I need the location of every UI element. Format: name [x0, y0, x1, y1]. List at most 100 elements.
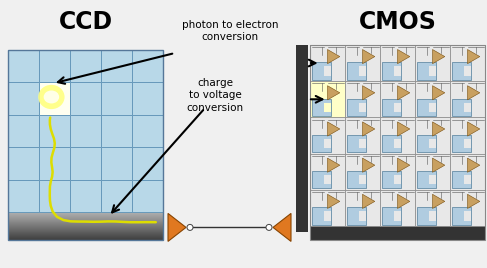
Bar — [310, 117, 345, 154]
Polygon shape — [397, 122, 410, 136]
Bar — [310, 81, 345, 117]
Bar — [464, 175, 471, 184]
Bar — [39, 82, 70, 115]
Bar — [132, 115, 163, 147]
Bar — [380, 190, 415, 226]
Bar — [345, 117, 380, 154]
Bar — [345, 190, 380, 226]
Bar — [345, 81, 380, 117]
Bar — [8, 226, 163, 227]
Bar — [310, 154, 345, 190]
Bar — [381, 135, 401, 152]
Bar — [394, 175, 401, 184]
Bar — [394, 66, 401, 76]
Bar — [8, 213, 163, 214]
Bar — [101, 50, 132, 82]
Bar — [8, 217, 163, 218]
Bar — [8, 219, 163, 220]
Bar — [101, 82, 132, 115]
Bar — [464, 139, 471, 148]
Bar — [8, 227, 163, 228]
Polygon shape — [468, 194, 480, 209]
Bar — [39, 180, 70, 212]
Polygon shape — [362, 194, 375, 209]
Bar — [346, 171, 366, 188]
Bar — [8, 50, 163, 240]
Polygon shape — [468, 86, 480, 100]
Bar — [8, 218, 163, 219]
Bar — [312, 207, 331, 225]
Polygon shape — [362, 158, 375, 172]
Bar — [310, 45, 345, 81]
Bar — [394, 103, 401, 112]
Bar — [8, 228, 163, 229]
Bar — [464, 211, 471, 221]
Bar — [8, 115, 39, 147]
Polygon shape — [432, 86, 445, 100]
Bar — [346, 99, 366, 116]
Bar — [416, 99, 436, 116]
Bar — [380, 154, 415, 190]
Bar — [312, 135, 331, 152]
Ellipse shape — [38, 85, 65, 109]
Bar — [346, 62, 366, 80]
Bar — [296, 45, 308, 232]
Bar — [132, 82, 163, 115]
Bar — [359, 211, 366, 221]
Polygon shape — [362, 50, 375, 64]
Bar — [415, 117, 450, 154]
Bar — [8, 214, 163, 215]
Bar — [324, 66, 331, 76]
Bar — [8, 230, 163, 231]
Polygon shape — [327, 86, 340, 100]
Bar — [310, 45, 485, 240]
Bar — [8, 229, 163, 230]
Polygon shape — [273, 213, 291, 241]
Bar — [415, 190, 450, 226]
Circle shape — [266, 224, 272, 230]
Bar — [324, 139, 331, 148]
Text: photon to electron
conversion: photon to electron conversion — [182, 20, 278, 42]
Circle shape — [187, 224, 193, 230]
Bar — [39, 147, 70, 180]
Bar — [324, 175, 331, 184]
Bar — [132, 50, 163, 82]
Bar — [415, 81, 450, 117]
Bar — [359, 175, 366, 184]
Bar — [101, 180, 132, 212]
Bar — [8, 50, 39, 82]
Bar — [451, 62, 471, 80]
Polygon shape — [327, 50, 340, 64]
Polygon shape — [468, 50, 480, 64]
Bar — [8, 231, 163, 232]
Bar — [429, 139, 436, 148]
Polygon shape — [168, 213, 186, 241]
Bar — [429, 103, 436, 112]
Bar — [8, 237, 163, 238]
Bar — [310, 226, 485, 240]
Bar — [451, 99, 471, 116]
Bar — [394, 211, 401, 221]
Bar — [8, 239, 163, 240]
Text: charge
to voltage
conversion: charge to voltage conversion — [187, 78, 244, 113]
Bar — [429, 66, 436, 76]
Bar — [132, 180, 163, 212]
Bar — [8, 223, 163, 224]
Bar — [464, 103, 471, 112]
Bar — [359, 66, 366, 76]
Bar — [8, 216, 163, 217]
Bar — [8, 221, 163, 222]
Bar — [310, 190, 345, 226]
Bar — [101, 147, 132, 180]
Bar — [415, 154, 450, 190]
Bar — [132, 147, 163, 180]
Bar — [380, 117, 415, 154]
Bar — [380, 45, 415, 81]
Polygon shape — [432, 122, 445, 136]
Bar — [450, 81, 485, 117]
Polygon shape — [432, 50, 445, 64]
Polygon shape — [397, 158, 410, 172]
Bar — [312, 171, 331, 188]
Bar — [8, 233, 163, 234]
Bar — [450, 117, 485, 154]
